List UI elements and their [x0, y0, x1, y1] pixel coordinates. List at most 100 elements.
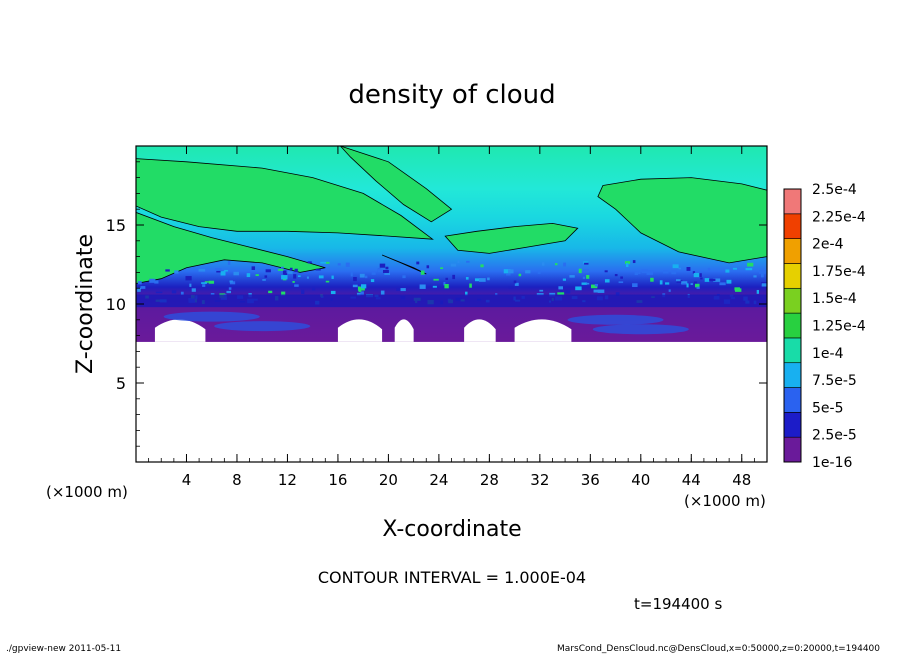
speckle	[377, 268, 382, 273]
speckle	[615, 292, 620, 296]
speckle	[732, 267, 737, 270]
speckle	[210, 293, 215, 295]
speckle	[671, 269, 677, 275]
contour-region-2	[339, 146, 453, 223]
speckle	[508, 286, 514, 289]
speckle	[281, 275, 288, 280]
speckle	[364, 275, 368, 279]
speckle	[287, 271, 293, 274]
speckle	[174, 270, 179, 274]
speckle	[185, 276, 192, 281]
speckle	[416, 261, 420, 265]
speckle	[352, 284, 358, 288]
speckle	[382, 270, 389, 274]
cloud-structure-0	[214, 321, 311, 332]
speckle	[292, 281, 295, 283]
contour-interval-text: CONTOUR INTERVAL = 1.000E-04	[318, 568, 586, 587]
cloud-structure-2	[163, 311, 260, 322]
contour-region-1	[136, 211, 326, 284]
speckle	[345, 262, 350, 267]
speckle	[761, 283, 767, 287]
speckle	[264, 275, 268, 278]
x-tick-label: 36	[581, 471, 600, 489]
speckle	[228, 287, 232, 290]
speckle	[214, 268, 222, 271]
speckle	[445, 277, 449, 281]
speckle	[513, 280, 517, 284]
speckle	[452, 274, 456, 280]
speckle	[585, 282, 590, 285]
speckle	[265, 269, 271, 273]
speckle	[632, 260, 636, 264]
speckle	[353, 277, 357, 282]
colorbar-swatch	[783, 238, 802, 264]
speckle	[620, 276, 623, 279]
speckle	[294, 268, 298, 273]
speckle	[297, 275, 301, 277]
speckle	[668, 289, 671, 292]
colorbar-label: 2.5e-4	[812, 182, 857, 198]
speckle	[400, 288, 406, 292]
colorbar-label: 1.25e-4	[812, 319, 866, 335]
x-tick-label: 8	[232, 471, 242, 489]
speckle	[753, 275, 757, 278]
speckle	[584, 262, 589, 265]
speckle	[756, 289, 759, 294]
speckle	[331, 275, 334, 279]
speckle	[487, 277, 490, 281]
speckle	[301, 289, 305, 294]
colorbar-label: 2.5e-5	[812, 428, 857, 444]
speckle	[337, 263, 341, 266]
colorbar-label: 2.25e-4	[812, 209, 866, 225]
speckle	[604, 270, 608, 273]
speckle	[465, 277, 469, 280]
speckle	[350, 272, 353, 277]
speckle	[419, 284, 426, 289]
dense-band	[136, 294, 767, 308]
footer-right: MarsCond_DensCloud.nc@DensCloud,x=0:5000…	[557, 644, 880, 654]
speckle	[137, 287, 141, 292]
chart-title: density of cloud	[348, 80, 555, 110]
speckle	[726, 279, 732, 284]
colorbar-label: 1e-4	[812, 346, 844, 362]
speckle	[360, 291, 364, 296]
colorbar-label: 5e-5	[812, 400, 843, 416]
x-tick-label: 48	[732, 471, 751, 489]
speckle	[678, 267, 681, 270]
speckle	[557, 292, 565, 295]
speckle	[672, 264, 679, 269]
speckle	[581, 282, 588, 285]
speckle	[675, 279, 681, 282]
colorbar-swatch	[783, 188, 802, 215]
speckle	[604, 279, 610, 283]
speckle	[307, 261, 312, 264]
colorbar-label: 7.5e-5	[812, 373, 857, 389]
plot-area	[136, 146, 767, 342]
speckle	[293, 274, 297, 279]
speckle	[686, 283, 689, 288]
contour-region-5	[444, 222, 579, 254]
speckle	[171, 290, 177, 294]
speckle	[268, 290, 273, 294]
speckle	[582, 276, 586, 279]
y-axis-label: Z-coordinate	[73, 234, 98, 374]
speckle	[469, 283, 472, 288]
x-unit-right: (×1000 m)	[684, 492, 766, 510]
speckle	[569, 275, 575, 278]
colorbar-swatch	[783, 362, 802, 388]
speckle	[646, 270, 654, 275]
colorbar-frame	[783, 188, 802, 463]
speckle	[137, 281, 142, 285]
speckle	[518, 273, 522, 277]
speckle	[665, 282, 670, 285]
speckle	[700, 277, 703, 280]
speckle	[324, 261, 330, 264]
speckle	[402, 275, 406, 279]
speckle	[227, 260, 231, 265]
speckle	[632, 283, 638, 288]
colorbar-swatch	[783, 337, 802, 364]
speckle	[457, 260, 460, 264]
colorbar: 1e-16 2.5e-5 5e-5 7.5e-5 1e-4 1.25e-4 1.5e-4 1.…	[783, 182, 866, 471]
y-tick-label: 15	[106, 216, 126, 235]
